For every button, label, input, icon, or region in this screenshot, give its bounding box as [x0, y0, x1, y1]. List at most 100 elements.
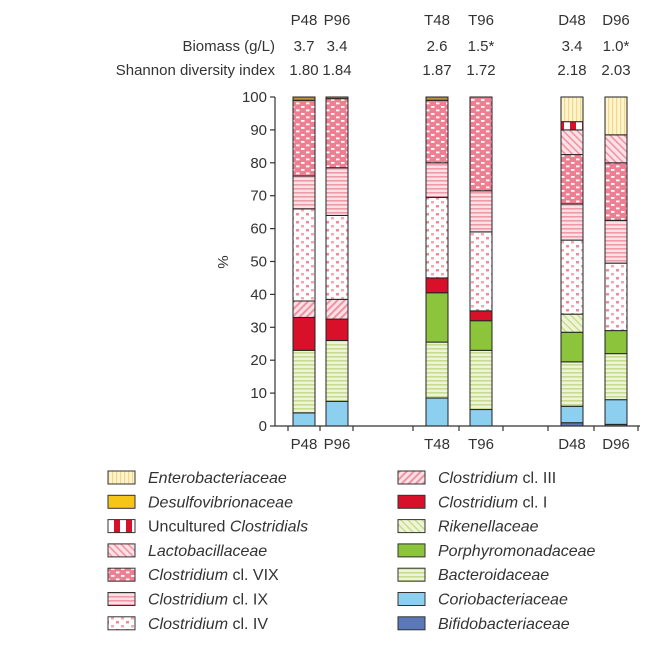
- y-tick-label: 40: [250, 286, 267, 303]
- bar-segment-lac: [604, 134, 628, 164]
- legend-label: Porphyromonadaceae: [438, 543, 596, 560]
- legend-item: Porphyromonadaceae: [397, 543, 596, 560]
- bar-segment-c1: [292, 316, 316, 351]
- bar-segment-c9: [604, 219, 628, 264]
- bar-segment-c9: [292, 175, 316, 210]
- x-tick-label: T48: [424, 436, 450, 453]
- x-tick-label: P48: [291, 436, 318, 453]
- legend-swatch: [397, 543, 426, 558]
- y-tick-label: 30: [250, 319, 267, 336]
- legend-item: Uncultured Clostridials: [107, 519, 308, 536]
- legend-item: Clostridium cl. IV: [107, 616, 268, 633]
- legend: Enterobacteriaceae Desulfovibrionaceae Unc…: [107, 470, 596, 633]
- bar-segment-c9: [469, 190, 493, 233]
- bar-segment-c4: [425, 196, 449, 279]
- y-tick-label: 100: [242, 89, 267, 106]
- bar-segment-unc: [560, 121, 584, 131]
- legend-label: Rikenellaceae: [438, 519, 539, 536]
- bar-segment-por: [604, 330, 628, 355]
- legend-swatch: [397, 470, 426, 485]
- legend-label: Clostridium cl. I: [438, 494, 547, 511]
- bar-segment-lac: [560, 129, 584, 156]
- top-category-label: D48: [558, 12, 586, 29]
- bar-segment-ent: [604, 96, 628, 136]
- bar-T48: [425, 96, 449, 427]
- legend-item: Clostridium cl. IX: [107, 592, 268, 609]
- header-row-value: 1.72: [466, 62, 495, 79]
- legend-swatch: [107, 543, 136, 558]
- legend-swatch: [397, 519, 426, 534]
- y-tick-label: 10: [250, 385, 267, 402]
- legend-label: Bifidobacteriaceae: [438, 616, 570, 633]
- y-tick-label: 70: [250, 188, 267, 205]
- header-row-value: 1.84: [322, 62, 351, 79]
- legend-label: Clostridium cl. IX: [148, 592, 268, 609]
- legend-item: Clostridium cl. VIX: [107, 567, 279, 584]
- x-tick-label: T96: [468, 436, 494, 453]
- legend-item: Lactobacillaceae: [107, 543, 267, 560]
- y-axis-label: %: [214, 255, 231, 268]
- legend-swatch: [107, 494, 136, 509]
- bar-segment-c19: [425, 99, 449, 164]
- header-row-value: 1.5*: [468, 38, 495, 55]
- bar-P48: [292, 96, 316, 427]
- bar-segment-rik: [560, 313, 584, 333]
- bar-segment-por: [425, 292, 449, 343]
- legend-label: Uncultured Clostridials: [148, 519, 308, 536]
- legend-swatch: [397, 567, 426, 582]
- bar-segment-des: [425, 96, 449, 101]
- header-row-label: Shannon diversity index: [116, 62, 276, 79]
- bar-segment-des: [292, 96, 316, 101]
- top-category-label: T48: [424, 12, 450, 29]
- legend-swatch: [107, 470, 136, 485]
- bar-segment-c19: [325, 98, 349, 169]
- header-row-value: 2.6: [427, 38, 448, 55]
- bar-segment-cor: [560, 405, 584, 424]
- header-row-value: 3.4: [327, 38, 348, 55]
- bar-segment-c3: [325, 298, 349, 320]
- bar-segment-c9: [425, 162, 449, 198]
- legend-swatch: [107, 616, 136, 631]
- bar-segment-c9: [325, 167, 349, 216]
- legend-item: Bifidobacteriaceae: [397, 616, 570, 633]
- header-row-value: 3.7: [294, 38, 315, 55]
- bar-segment-c4: [292, 208, 316, 302]
- legend-item: Clostridium cl. III: [397, 470, 556, 487]
- bars: [292, 96, 628, 427]
- bar-P96: [325, 96, 349, 427]
- x-axis: P48 P96 T48 T96 D48 D96: [275, 425, 640, 453]
- bar-segment-bac: [560, 361, 584, 407]
- legend-label: Bacteroidaceae: [438, 567, 549, 584]
- bar-segment-c1: [325, 318, 349, 341]
- bar-segment-cor: [604, 399, 628, 425]
- legend-label: Desulfovibrionaceae: [148, 494, 293, 511]
- legend-item: Rikenellaceae: [397, 519, 539, 536]
- header-row-value: 3.4: [562, 38, 583, 55]
- bar-segment-c1: [469, 310, 493, 322]
- y-tick-label: 60: [250, 221, 267, 238]
- bar-segment-cor: [292, 412, 316, 427]
- legend-item: Coriobacteriaceae: [397, 592, 568, 609]
- bar-segment-bac: [292, 349, 316, 414]
- legend-item: Bacteroidaceae: [397, 567, 549, 584]
- bar-D96: [604, 96, 628, 427]
- legend-swatch: [397, 592, 426, 606]
- bar-segment-cor: [425, 397, 449, 427]
- y-tick-label: 80: [250, 155, 267, 172]
- legend-swatch: [107, 567, 136, 582]
- y-tick-label: 20: [250, 352, 267, 369]
- bar-segment-ent: [560, 96, 584, 123]
- header-row-value: 1.0*: [603, 38, 630, 55]
- bar-segment-c9: [560, 203, 584, 241]
- bar-segment-c4: [325, 214, 349, 300]
- bar-segment-cor: [325, 400, 349, 427]
- bar-D48: [560, 96, 584, 427]
- bar-segment-c3: [292, 300, 316, 318]
- bar-segment-des: [325, 96, 349, 100]
- legend-swatch: [397, 616, 426, 631]
- header-rows: P48 P96 T48 T96 D48 D96 Biomass (g/L) 3.7 3.4 2.6…: [116, 12, 631, 79]
- bar-segment-c1: [425, 277, 449, 294]
- legend-label: Clostridium cl. III: [438, 470, 556, 487]
- header-row-value: 2.03: [601, 62, 630, 79]
